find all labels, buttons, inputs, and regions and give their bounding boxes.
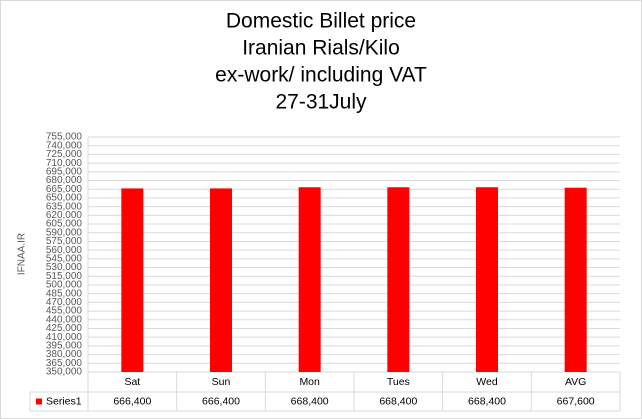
y-tick-label: 350,000 bbox=[46, 367, 83, 378]
y-tick-label: 620,000 bbox=[46, 210, 83, 221]
table-value: 668,400 bbox=[379, 395, 417, 407]
y-tick-label: 680,000 bbox=[46, 175, 83, 186]
bar bbox=[564, 187, 587, 372]
x-tick-label: Wed bbox=[476, 376, 498, 388]
y-axis-label: IFNAA.IR bbox=[17, 233, 28, 275]
y-tick-label: 395,000 bbox=[46, 341, 83, 352]
y-tick-label: 590,000 bbox=[46, 227, 83, 238]
y-tick-label: 380,000 bbox=[46, 349, 83, 360]
y-tick-label: 485,000 bbox=[46, 288, 83, 299]
bar bbox=[387, 187, 410, 372]
chart-title: Domestic Billet price bbox=[226, 10, 416, 33]
bar bbox=[298, 187, 321, 372]
y-tick-label: 440,000 bbox=[46, 314, 83, 325]
y-tick-label: 755,000 bbox=[46, 132, 83, 143]
y-tick-label: 470,000 bbox=[46, 297, 83, 308]
chart-title: 27-31July bbox=[275, 91, 367, 114]
y-tick-label: 740,000 bbox=[46, 140, 83, 151]
y-tick-label: 365,000 bbox=[46, 358, 83, 369]
x-tick-label: Mon bbox=[299, 376, 320, 388]
y-tick-label: 695,000 bbox=[46, 166, 83, 177]
x-tick-label: Sun bbox=[212, 376, 231, 388]
y-tick-label: 650,000 bbox=[46, 193, 83, 204]
table-value: 666,400 bbox=[113, 395, 151, 407]
y-tick-label: 725,000 bbox=[46, 149, 83, 160]
y-tick-label: 500,000 bbox=[46, 280, 83, 291]
bar bbox=[121, 188, 144, 372]
y-tick-label: 560,000 bbox=[46, 245, 83, 256]
y-tick-label: 410,000 bbox=[46, 332, 83, 343]
chart-title: Iranian Rials/Kilo bbox=[242, 37, 400, 60]
y-tick-label: 530,000 bbox=[46, 262, 83, 273]
y-tick-label: 515,000 bbox=[46, 271, 83, 282]
x-tick-label: Sat bbox=[124, 376, 140, 388]
y-tick-label: 605,000 bbox=[46, 219, 83, 230]
y-tick-label: 455,000 bbox=[46, 306, 83, 317]
chart-title: ex-work/ including VAT bbox=[215, 64, 427, 87]
table-value: 666,400 bbox=[202, 395, 240, 407]
y-tick-label: 575,000 bbox=[46, 236, 83, 247]
table-value: 667,600 bbox=[557, 395, 595, 407]
table-value: 668,400 bbox=[291, 395, 329, 407]
y-tick-label: 710,000 bbox=[46, 158, 83, 169]
legend-label: Series1 bbox=[46, 395, 82, 407]
table-value: 668,400 bbox=[468, 395, 506, 407]
bar bbox=[210, 188, 232, 372]
y-tick-label: 665,000 bbox=[46, 184, 83, 195]
x-tick-label: Tues bbox=[387, 376, 410, 388]
bar bbox=[476, 187, 498, 372]
y-tick-label: 635,000 bbox=[46, 201, 83, 212]
x-tick-label: AVG bbox=[565, 376, 586, 388]
legend-key bbox=[36, 398, 42, 405]
y-tick-label: 425,000 bbox=[46, 323, 83, 334]
y-tick-label: 545,000 bbox=[46, 253, 83, 264]
